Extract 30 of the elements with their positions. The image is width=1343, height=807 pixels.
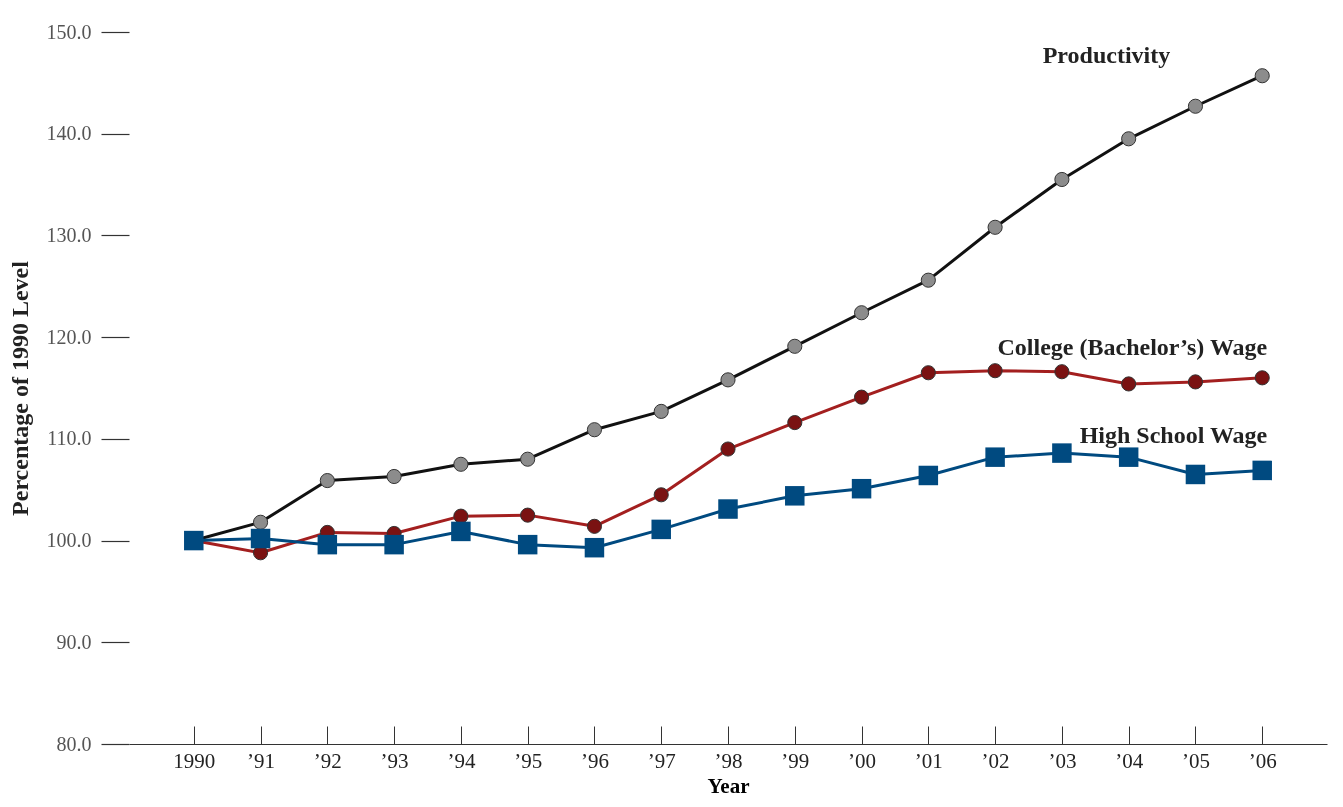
series-label: College (Bachelor’s) Wage	[997, 333, 1268, 360]
y-tick-label: 110.0	[47, 427, 92, 450]
y-tick-label: 80.0	[56, 732, 92, 755]
series-label: Productivity	[1042, 41, 1171, 68]
x-tick-label: ’99	[781, 748, 810, 773]
y-tick-label: 140.0	[46, 122, 92, 145]
y-axis-title: Percentage of 1990 Level	[6, 260, 33, 516]
x-tick-label: ’92	[313, 748, 342, 773]
y-tick-label: 130.0	[46, 223, 92, 246]
x-tick-label: ’05	[1181, 748, 1210, 773]
x-tick-label: ’00	[848, 748, 877, 773]
y-tick-label: 90.0	[56, 630, 92, 653]
x-tick-label: ’98	[714, 748, 743, 773]
x-tick-label: ’94	[447, 748, 476, 773]
x-tick-label: ’06	[1248, 748, 1277, 773]
y-tick-label: 120.0	[46, 325, 92, 348]
y-tick-label: 150.0	[46, 20, 92, 43]
x-tick-label: ’93	[380, 748, 409, 773]
x-tick-label: ’03	[1048, 748, 1077, 773]
x-axis-title: Year	[707, 773, 750, 798]
x-tick-label: ’04	[1115, 748, 1144, 773]
x-tick-label: 1990	[173, 748, 216, 773]
x-tick-label: ’02	[981, 748, 1010, 773]
x-tick-label: ’01	[914, 748, 943, 773]
y-tick-label: 100.0	[46, 529, 92, 552]
x-tick-label: ’97	[647, 748, 676, 773]
series-label: High School Wage	[1079, 422, 1268, 449]
x-tick-label: ’91	[247, 748, 276, 773]
x-tick-label: ’95	[514, 748, 543, 773]
x-tick-label: ’96	[580, 748, 609, 773]
